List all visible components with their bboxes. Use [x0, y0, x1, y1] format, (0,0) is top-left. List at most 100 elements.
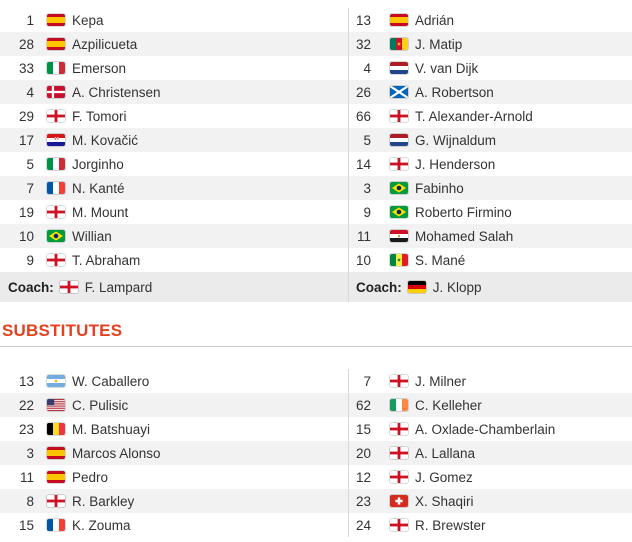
- player-number: 5: [26, 156, 34, 172]
- player-row[interactable]: 23 X. Shaqiri: [349, 489, 632, 513]
- coach-label: Coach:: [8, 279, 54, 295]
- player-row[interactable]: 29 F. Tomori: [0, 104, 348, 128]
- flag-france-icon: [47, 182, 65, 194]
- coach-row[interactable]: Coach: F. Lampard: [0, 272, 348, 302]
- player-row[interactable]: 3 Fabinho: [349, 176, 632, 200]
- player-name: A. Christensen: [72, 84, 161, 100]
- player-row[interactable]: 62 C. Kelleher: [349, 393, 632, 417]
- player-name: Roberto Firmino: [415, 204, 512, 220]
- player-number: 4: [26, 84, 34, 100]
- home-subs-column: 13 W. Caballero 22 C. Pulisic 23 M. Batshuayi…: [0, 369, 348, 537]
- player-name: W. Caballero: [72, 373, 150, 389]
- player-name: Pedro: [72, 469, 109, 485]
- player-row[interactable]: 5 Jorginho: [0, 152, 348, 176]
- player-number: 23: [355, 493, 371, 509]
- player-row[interactable]: 12 J. Gomez: [349, 465, 632, 489]
- player-row[interactable]: 33 Emerson: [0, 56, 348, 80]
- player-name: C. Pulisic: [72, 397, 129, 413]
- player-row[interactable]: 7 N. Kanté: [0, 176, 348, 200]
- player-name: K. Zouma: [72, 517, 131, 533]
- player-number: 1: [26, 12, 34, 28]
- flag-cameroon-icon: [390, 38, 408, 50]
- coach-name: J. Klopp: [432, 279, 482, 295]
- player-number: 10: [18, 228, 34, 244]
- player-name: X. Shaqiri: [415, 493, 474, 509]
- flag-senegal-icon: [390, 254, 408, 266]
- player-row[interactable]: 11 Mohamed Salah: [349, 224, 632, 248]
- flag-egypt-icon: [390, 230, 408, 242]
- player-row[interactable]: 15 A. Oxlade-Chamberlain: [349, 417, 632, 441]
- flag-england-icon: [390, 447, 408, 459]
- player-name: Willian: [72, 228, 112, 244]
- away-subs-column: 7 J. Milner 62 C. Kelleher 15 A. Oxlade-Chamb…: [348, 369, 632, 537]
- player-number: 17: [18, 132, 34, 148]
- player-row[interactable]: 15 K. Zouma: [0, 513, 348, 537]
- flag-scotland-icon: [390, 86, 408, 98]
- player-number: 8: [26, 493, 34, 509]
- player-number: 13: [18, 373, 34, 389]
- player-name: Kepa: [72, 12, 104, 28]
- player-row[interactable]: 66 T. Alexander-Arnold: [349, 104, 632, 128]
- flag-brazil-icon: [390, 182, 408, 194]
- player-row[interactable]: 19 M. Mount: [0, 200, 348, 224]
- player-number: 15: [18, 517, 34, 533]
- player-row[interactable]: 9 T. Abraham: [0, 248, 348, 272]
- player-row[interactable]: 23 M. Batshuayi: [0, 417, 348, 441]
- flag-england-icon: [390, 423, 408, 435]
- player-row[interactable]: 13 Adrián: [349, 8, 632, 32]
- flag-france-icon: [47, 519, 65, 531]
- player-number: 9: [363, 204, 371, 220]
- substitutes-heading: SUBSTITUTES: [2, 321, 123, 340]
- player-number: 28: [18, 36, 34, 52]
- player-name: J. Matip: [415, 36, 463, 52]
- player-name: J. Milner: [415, 373, 467, 389]
- player-number: 10: [355, 252, 371, 268]
- player-row[interactable]: 10 Willian: [0, 224, 348, 248]
- flag-ireland-icon: [390, 399, 408, 411]
- player-number: 32: [355, 36, 371, 52]
- player-name: C. Kelleher: [415, 397, 482, 413]
- flag-spain-icon: [47, 447, 65, 459]
- player-row[interactable]: 10 S. Mané: [349, 248, 632, 272]
- flag-switzerland-icon: [390, 495, 408, 507]
- home-lineup-column: 1 Kepa 28 Azpilicueta 33 Emerson 4 A. Christens…: [0, 8, 348, 302]
- flag-england-icon: [390, 110, 408, 122]
- player-row[interactable]: 7 J. Milner: [349, 369, 632, 393]
- player-name: Fabinho: [415, 180, 464, 196]
- player-row[interactable]: 26 A. Robertson: [349, 80, 632, 104]
- flag-denmark-icon: [47, 86, 65, 98]
- player-row[interactable]: 9 Roberto Firmino: [349, 200, 632, 224]
- player-row[interactable]: 13 W. Caballero: [0, 369, 348, 393]
- player-row[interactable]: 4 V. van Dijk: [349, 56, 632, 80]
- section-divider: [0, 346, 632, 347]
- player-name: F. Tomori: [72, 108, 127, 124]
- player-number: 4: [363, 60, 371, 76]
- player-name: T. Alexander-Arnold: [415, 108, 533, 124]
- player-row[interactable]: 20 A. Lallana: [349, 441, 632, 465]
- player-row[interactable]: 4 A. Christensen: [0, 80, 348, 104]
- player-row[interactable]: 32 J. Matip: [349, 32, 632, 56]
- player-row[interactable]: 8 R. Barkley: [0, 489, 348, 513]
- player-number: 62: [355, 397, 371, 413]
- player-number: 13: [355, 12, 371, 28]
- player-name: Marcos Alonso: [72, 445, 161, 461]
- player-row[interactable]: 1 Kepa: [0, 8, 348, 32]
- player-row[interactable]: 11 Pedro: [0, 465, 348, 489]
- player-row[interactable]: 14 J. Henderson: [349, 152, 632, 176]
- player-name: Azpilicueta: [72, 36, 138, 52]
- player-row[interactable]: 22 C. Pulisic: [0, 393, 348, 417]
- player-row[interactable]: 3 Marcos Alonso: [0, 441, 348, 465]
- player-row[interactable]: 24 R. Brewster: [349, 513, 632, 537]
- player-name: G. Wijnaldum: [415, 132, 497, 148]
- player-row[interactable]: 17 M. Kovačić: [0, 128, 348, 152]
- player-row[interactable]: 28 Azpilicueta: [0, 32, 348, 56]
- away-lineup-column: 13 Adrián 32 J. Matip 4 V. van Dijk 26 A. Rober…: [348, 8, 632, 302]
- flag-brazil-icon: [47, 230, 65, 242]
- player-name: A. Oxlade-Chamberlain: [415, 421, 556, 437]
- player-number: 29: [18, 108, 34, 124]
- player-name: S. Mané: [415, 252, 466, 268]
- player-row[interactable]: 5 G. Wijnaldum: [349, 128, 632, 152]
- player-number: 24: [355, 517, 371, 533]
- coach-row[interactable]: Coach: J. Klopp: [349, 272, 632, 302]
- player-number: 3: [26, 445, 34, 461]
